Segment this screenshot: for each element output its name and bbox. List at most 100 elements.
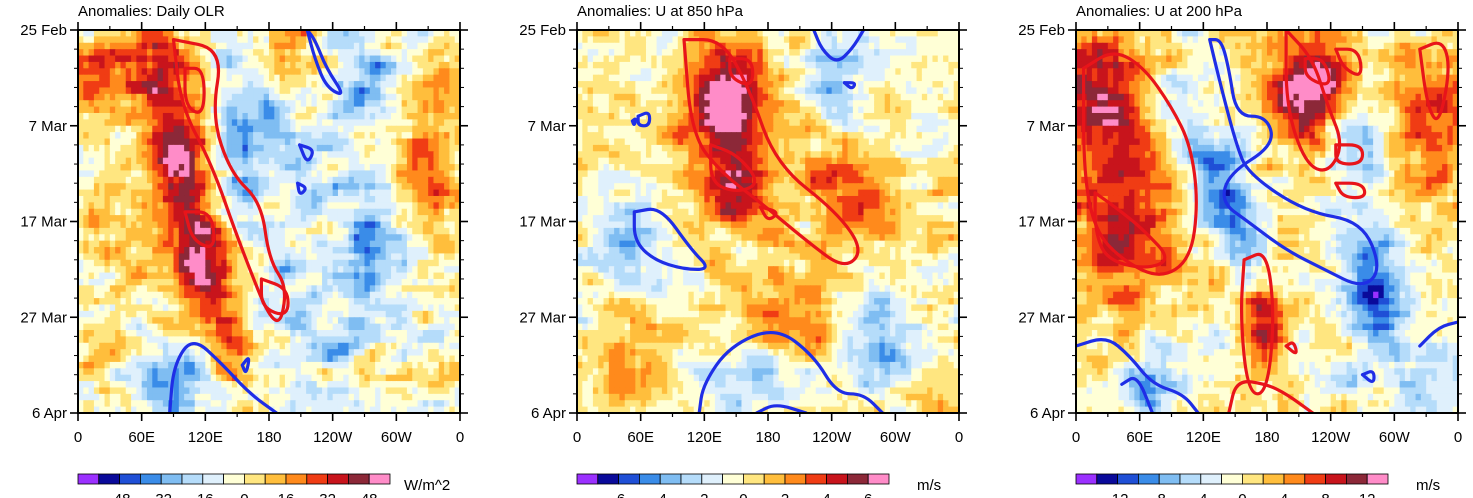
heatmap-cell	[327, 227, 334, 235]
heatmap-cell	[269, 30, 275, 37]
heatmap-cell	[322, 176, 328, 184]
heatmap-cell	[300, 87, 307, 95]
heatmap-cell	[916, 30, 923, 37]
heatmap-cell	[258, 112, 265, 120]
heatmap-cell	[184, 310, 191, 318]
heatmap-cell	[157, 208, 164, 216]
heatmap-cell	[109, 55, 116, 63]
heatmap-cell	[444, 330, 450, 337]
heatmap-cell	[263, 93, 270, 101]
heatmap-cell	[730, 36, 737, 44]
heatmap-cell	[688, 68, 695, 76]
heatmap-cell	[364, 387, 371, 395]
heatmap-cell	[269, 49, 275, 57]
heatmap-cell	[810, 30, 817, 37]
heatmap-cell	[953, 42, 959, 50]
heatmap-cell	[905, 30, 912, 37]
heatmap-cell	[136, 253, 143, 261]
heatmap-cell	[168, 227, 175, 235]
heatmap-cell	[406, 374, 413, 382]
heatmap-cell	[433, 355, 440, 363]
heatmap-cell	[215, 298, 222, 306]
heatmap-cell	[391, 253, 397, 261]
heatmap-cell	[194, 374, 201, 382]
heatmap-cell	[306, 304, 313, 312]
heatmap-cell	[189, 387, 196, 395]
heatmap-cell	[247, 285, 254, 293]
heatmap-cell	[401, 138, 408, 146]
heatmap-cell	[115, 278, 122, 286]
heatmap-cell	[136, 285, 143, 293]
heatmap-cell	[152, 164, 159, 172]
heatmap-cell	[242, 227, 249, 235]
heatmap-cell	[83, 259, 90, 267]
heatmap-cell	[385, 144, 392, 152]
heatmap-cell	[258, 183, 265, 191]
heatmap-cell	[438, 272, 445, 280]
heatmap-cell	[332, 234, 339, 242]
heatmap-cell	[168, 42, 175, 50]
heatmap-cell	[263, 202, 270, 210]
heatmap-cell	[359, 87, 366, 95]
heatmap-cell	[359, 144, 366, 152]
heatmap-cell	[88, 170, 95, 178]
heatmap-cell	[311, 387, 318, 395]
heatmap-cell	[269, 291, 275, 299]
heatmap-cell	[109, 291, 116, 299]
heatmap-cell	[778, 61, 785, 69]
heatmap-cell	[396, 87, 403, 95]
heatmap-cell	[300, 202, 307, 210]
heatmap-cell	[704, 49, 711, 57]
heatmap-cell	[422, 342, 429, 350]
heatmap-cell	[263, 157, 270, 165]
heatmap-cell	[194, 278, 201, 286]
heatmap-cell	[104, 132, 111, 140]
heatmap-cell	[316, 253, 323, 261]
heatmap-cell	[438, 381, 445, 389]
heatmap-cell	[322, 55, 328, 63]
heatmap-cell	[369, 355, 376, 363]
heatmap-cell	[327, 272, 334, 280]
heatmap-cell	[104, 144, 111, 152]
heatmap-cell	[131, 247, 137, 255]
heatmap-cell	[587, 42, 594, 50]
heatmap-cell	[141, 285, 148, 293]
heatmap-cell	[428, 42, 435, 50]
heatmap-cell	[322, 253, 328, 261]
heatmap-cell	[316, 138, 323, 146]
heatmap-cell	[131, 61, 137, 69]
heatmap-cell	[438, 132, 445, 140]
heatmap-cell	[78, 342, 84, 350]
heatmap-cell	[693, 55, 700, 63]
heatmap-cell	[444, 221, 450, 229]
heatmap-cell	[231, 234, 238, 242]
heatmap-cell	[104, 106, 111, 114]
heatmap-cell	[237, 330, 244, 337]
heatmap-cell	[385, 381, 392, 389]
heatmap-cell	[263, 342, 270, 350]
heatmap-cell	[332, 138, 339, 146]
heatmap-cell	[162, 119, 169, 127]
heatmap-cell	[428, 298, 435, 306]
heatmap-cell	[194, 400, 201, 408]
heatmap-cell	[300, 61, 307, 69]
heatmap-cell	[911, 49, 918, 57]
heatmap-cell	[210, 400, 217, 408]
heatmap-cell	[598, 30, 605, 37]
heatmap-cell	[348, 61, 355, 69]
heatmap-cell	[380, 144, 387, 152]
heatmap-cell	[125, 317, 132, 325]
heatmap-cell	[242, 61, 249, 69]
heatmap-cell	[868, 49, 875, 57]
heatmap-cell	[847, 36, 854, 44]
heatmap-cell	[348, 170, 355, 178]
heatmap-cell	[699, 74, 705, 82]
heatmap-cell	[263, 132, 270, 140]
heatmap-cell	[99, 195, 106, 203]
heatmap-cell	[290, 87, 297, 95]
heatmap-cell	[178, 285, 185, 293]
heatmap-cell	[205, 330, 212, 337]
heatmap-cell	[152, 125, 159, 133]
heatmap-cell	[189, 406, 196, 413]
heatmap-cell	[99, 87, 106, 95]
